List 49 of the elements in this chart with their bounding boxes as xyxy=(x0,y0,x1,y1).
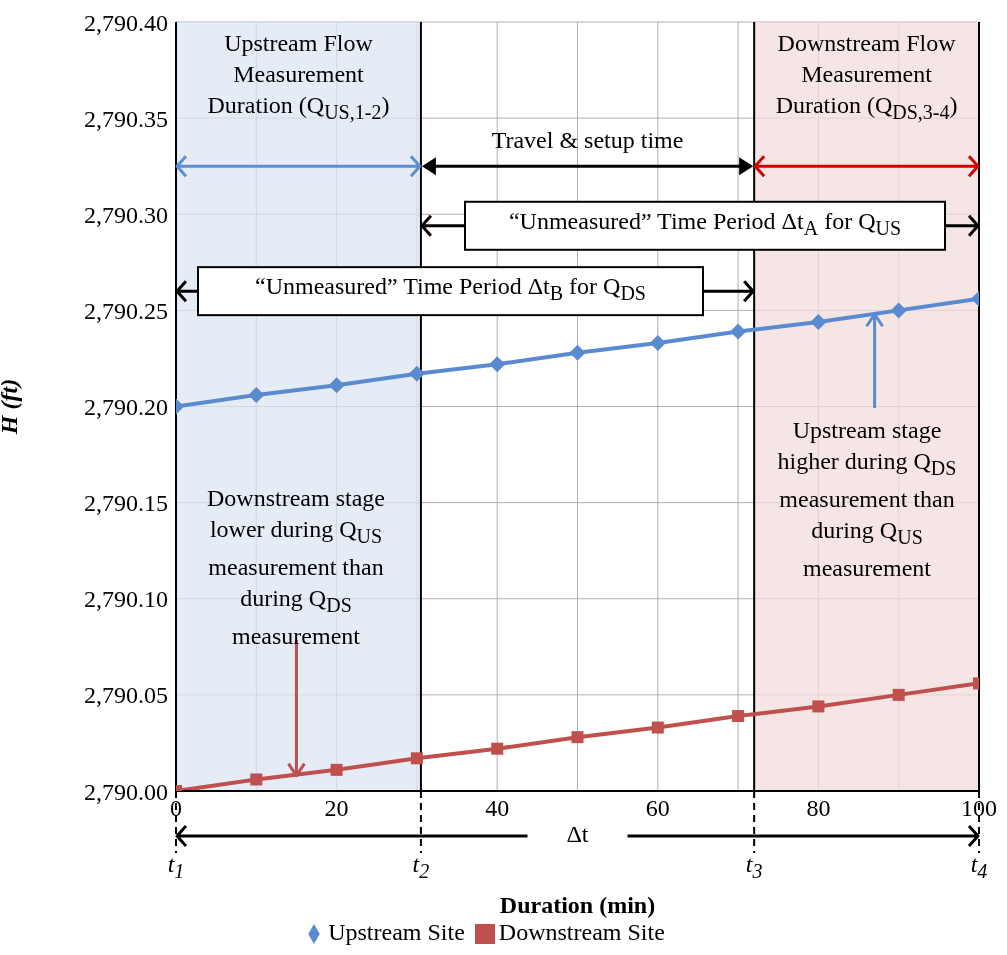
annotation: “Unmeasured” Time Period Δt$_{A}$ for Q$_{US}$ xyxy=(507,206,903,241)
point xyxy=(649,335,666,352)
band-label: Upstream Flow Measurement Duration (Q$_{US,1-2}$) xyxy=(206,29,391,125)
x-axis-title: Duration (min) xyxy=(499,892,656,918)
y-tick-label: 2,790.00 xyxy=(84,778,168,805)
point xyxy=(491,742,504,755)
annotation: Travel & setup time xyxy=(490,126,685,155)
band-label: Downstream Flow Measurement Duration (Q$_{DS,3-4}$) xyxy=(774,29,959,125)
point xyxy=(248,386,265,403)
y-tick-label: 2,790.25 xyxy=(84,297,168,324)
y-tick-label: 2,790.40 xyxy=(84,9,168,36)
point xyxy=(812,700,825,713)
x-tick-label: 100 xyxy=(961,795,997,822)
point xyxy=(890,302,907,319)
point xyxy=(330,763,343,776)
point xyxy=(730,323,747,340)
x-tick-label: 60 xyxy=(645,795,670,822)
x-tick-label: 20 xyxy=(324,795,349,822)
y-tick-label: 2,790.20 xyxy=(84,394,168,421)
point xyxy=(810,313,827,330)
point xyxy=(892,688,905,701)
annotation: Downstream stage lower during Q$_{US}$ measurement than during Q$_{DS}$ measurement xyxy=(206,484,386,651)
y-tick-label: 2,790.30 xyxy=(84,201,168,228)
point xyxy=(250,773,263,786)
x-tick-label: 0 xyxy=(170,795,182,822)
y-tick-label: 2,790.05 xyxy=(84,682,168,709)
point xyxy=(651,721,664,734)
point xyxy=(571,731,584,744)
ref-line-label: t$_{1}$ xyxy=(166,850,186,884)
y-axis-title: H (ft) xyxy=(0,378,22,436)
y-tick-label: 2,790.10 xyxy=(84,586,168,613)
annotation: “Unmeasured” Time Period Δt$_{B}$ for Q$_{DS}$ xyxy=(254,272,647,306)
point xyxy=(489,356,506,373)
x-tick-label: 80 xyxy=(806,795,831,822)
point xyxy=(569,344,586,361)
ref-line-label: t$_{3}$ xyxy=(744,850,764,884)
legend-label: Downstream Site xyxy=(498,919,665,945)
annotation: Upstream stage higher during Q$_{DS}$ measurement than during Q$_{US}$ measurement xyxy=(776,416,958,583)
ref-line-label: t$_{2}$ xyxy=(411,850,431,884)
point xyxy=(408,365,425,382)
point xyxy=(732,710,745,723)
point xyxy=(328,377,345,394)
y-tick-label: 2,790.15 xyxy=(84,490,168,517)
text: Δt xyxy=(565,820,590,849)
x-tick-label: 40 xyxy=(485,795,510,822)
y-tick-label: 2,790.35 xyxy=(84,105,168,132)
legend-label: Upstream Site xyxy=(328,919,465,945)
point xyxy=(410,752,423,765)
ref-line-label: t$_{4}$ xyxy=(969,850,989,884)
